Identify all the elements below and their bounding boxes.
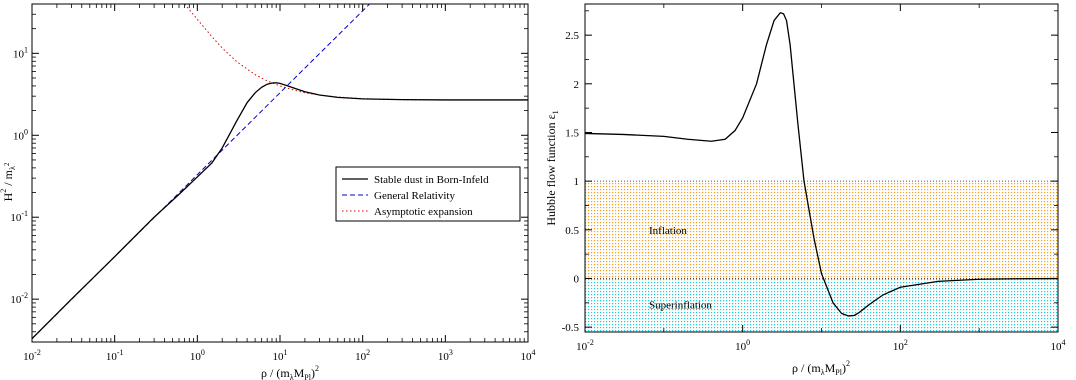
left-y-axis-label: H2 / mλ2	[0, 162, 17, 201]
hubble-flow-line	[585, 12, 1058, 317]
y-tick-label: 100	[13, 127, 28, 142]
y-tick-label: 2	[574, 79, 580, 91]
x-tick-label: 100	[735, 338, 750, 353]
region-superinflation	[585, 278, 1058, 332]
y-tick-label: 0.5	[565, 225, 579, 237]
left-chart: 10-2 10-1 100 101 102 103 104 10-2 10-1 100 101 St…	[0, 3, 536, 380]
x-tick-label: 104	[521, 348, 536, 363]
region-label: Inflation	[649, 225, 687, 237]
y-tick-label: 10-2	[10, 291, 28, 306]
x-tick-label: 10-1	[106, 348, 124, 363]
x-tick-label: 102	[893, 338, 908, 353]
region-inflation	[585, 181, 1058, 279]
left-x-axis-label: ρ / (mλMPl)2	[261, 364, 319, 380]
y-tick-label: -0.5	[562, 322, 580, 334]
x-tick-label: 10-2	[23, 348, 41, 363]
y-tick-label: 0	[574, 273, 580, 285]
legend-label: Stable dust in Born-Infeld	[374, 174, 489, 186]
y-tick-label: 1	[574, 176, 580, 188]
series-line-asymptotic-expansion	[184, 4, 528, 101]
legend-label: Asymptotic expansion	[374, 206, 473, 218]
y-tick-label: 10-1	[10, 209, 28, 224]
region-label: Superinflation	[649, 300, 712, 312]
series-line-stable-dust-in-born-infeld	[32, 82, 528, 340]
x-tick-label: 103	[438, 348, 453, 363]
x-tick-label: 101	[273, 348, 288, 363]
legend-box	[335, 166, 521, 222]
x-tick-label: 10-2	[576, 338, 594, 353]
legend: Stable dust in Born-Infeld General Relati…	[335, 166, 521, 222]
y-tick-label: 1.5	[565, 127, 579, 139]
x-tick-label: 100	[190, 348, 205, 363]
right-y-axis-label: Hubble flow function ε1	[544, 110, 560, 225]
y-tick-label: 2.5	[565, 30, 579, 42]
x-tick-label: 102	[355, 348, 370, 363]
legend-label: General Relativity	[374, 190, 455, 202]
x-tick-label: 104	[1051, 338, 1066, 353]
right-x-axis-label: ρ / (mλMPl)2	[792, 359, 850, 377]
y-tick-label: 101	[13, 45, 28, 60]
